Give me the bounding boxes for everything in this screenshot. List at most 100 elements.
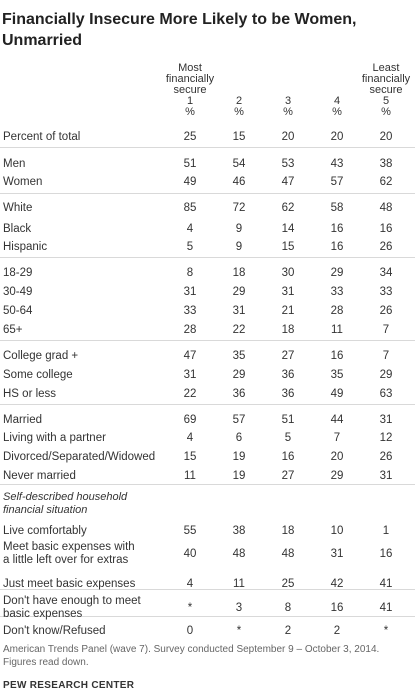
table-cell: 69: [183, 414, 197, 426]
table-cell: 31: [379, 470, 393, 482]
source-label: PEW RESEARCH CENTER: [3, 680, 135, 691]
table-cell: 29: [330, 267, 344, 279]
table-cell: 31: [330, 548, 344, 560]
row-divider: [0, 147, 415, 148]
table-cell: 18: [232, 267, 246, 279]
row-label: HS or less: [3, 388, 57, 400]
table-cell: 55: [183, 525, 197, 537]
table-cell: 28: [183, 324, 197, 336]
table-cell: 41: [379, 578, 393, 590]
table-cell: 21: [281, 305, 295, 317]
table-cell: 4: [186, 578, 194, 590]
table-cell: 26: [379, 241, 393, 253]
table-cell: 49: [330, 388, 344, 400]
table-cell: 33: [379, 286, 393, 298]
table-cell: 11: [233, 578, 245, 590]
table-cell: 7: [333, 432, 341, 444]
column-header-5: Least financially secure 5%: [351, 63, 415, 118]
table-cell: 33: [330, 286, 344, 298]
table-cell: 22: [232, 324, 246, 336]
column-header-number: 5: [382, 95, 390, 107]
table-cell: 9: [235, 241, 243, 253]
table-cell: 63: [379, 388, 393, 400]
column-header-unit: %: [381, 106, 391, 118]
table-cell: 27: [281, 470, 295, 482]
table-cell: 38: [232, 525, 246, 537]
table-cell: 35: [330, 369, 344, 381]
table-cell: 11: [184, 470, 196, 482]
row-label: Some college: [3, 369, 73, 381]
column-header-number: 3: [284, 95, 292, 107]
column-header-1: Most financially secure 1%: [155, 63, 225, 118]
table-cell: 25: [281, 578, 295, 590]
row-label: Meet basic expenses with a little left o…: [3, 541, 135, 566]
table-cell: 28: [330, 305, 344, 317]
table-cell: 19: [232, 451, 246, 463]
table-cell: 72: [232, 202, 246, 214]
row-label: Just meet basic expenses: [3, 578, 136, 590]
table-cell: 36: [281, 388, 295, 400]
table-cell: 41: [379, 602, 393, 614]
table-cell: 25: [183, 131, 197, 143]
table-cell: 58: [330, 202, 344, 214]
table-cell: 16: [330, 241, 344, 253]
table-cell: 46: [232, 176, 246, 188]
table-cell: 15: [232, 131, 246, 143]
table-cell: 36: [281, 369, 295, 381]
row-label: 50-64: [3, 305, 33, 317]
row-divider: [0, 404, 415, 405]
table-cell: 51: [183, 158, 197, 170]
table-cell: 7: [382, 324, 390, 336]
column-header-4: 4%: [302, 96, 372, 118]
table-cell: 12: [379, 432, 393, 444]
table-cell: 16: [379, 548, 393, 560]
table-cell: 30: [281, 267, 295, 279]
section-label: Self-described household financial situa…: [3, 491, 128, 516]
table-cell: 62: [281, 202, 295, 214]
table-cell: 43: [330, 158, 344, 170]
table-cell: 53: [281, 158, 295, 170]
row-label: Never married: [3, 470, 76, 482]
table-cell: 29: [330, 470, 344, 482]
row-label: 65+: [3, 324, 23, 336]
table-cell: 26: [379, 305, 393, 317]
column-header-label: financially: [361, 73, 411, 85]
row-divider: [0, 257, 415, 258]
table-cell: 62: [379, 176, 393, 188]
table-cell: 48: [379, 202, 393, 214]
table-cell: 27: [281, 350, 295, 362]
table-cell: 57: [232, 414, 246, 426]
row-label: Live comfortably: [3, 525, 87, 537]
column-header-2: 2%: [204, 96, 274, 118]
table-cell: 18: [281, 525, 295, 537]
table-cell: 31: [232, 305, 246, 317]
table-cell: 40: [183, 548, 197, 560]
footnote: American Trends Panel (wave 7). Survey c…: [3, 644, 380, 668]
table-cell: 11: [331, 324, 343, 336]
table-cell: 47: [281, 176, 295, 188]
column-header-label: secure: [173, 84, 207, 96]
table-cell: 54: [232, 158, 246, 170]
row-label: College grad +: [3, 350, 79, 362]
table-cell: 8: [186, 267, 194, 279]
table-cell: 0: [186, 625, 194, 637]
row-label: Women: [3, 176, 43, 188]
table-cell: 29: [379, 369, 393, 381]
table-cell: 16: [330, 223, 344, 235]
table-cell: 31: [183, 369, 197, 381]
table-cell: 35: [232, 350, 246, 362]
row-label: Don't know/Refused: [3, 625, 106, 637]
table-cell: 16: [330, 350, 344, 362]
table-cell: 9: [235, 223, 243, 235]
table-cell: 34: [379, 267, 393, 279]
table-cell: 26: [379, 451, 393, 463]
column-header-number: 4: [333, 95, 341, 107]
table-cell: 5: [284, 432, 292, 444]
table-cell: 31: [183, 286, 197, 298]
table-cell: 48: [232, 548, 246, 560]
row-divider: [0, 340, 415, 341]
chart-title: Financially Insecure More Likely to be W…: [2, 11, 357, 49]
table-cell: 48: [281, 548, 295, 560]
row-label: Percent of total: [3, 131, 81, 143]
table-cell: 10: [330, 525, 344, 537]
